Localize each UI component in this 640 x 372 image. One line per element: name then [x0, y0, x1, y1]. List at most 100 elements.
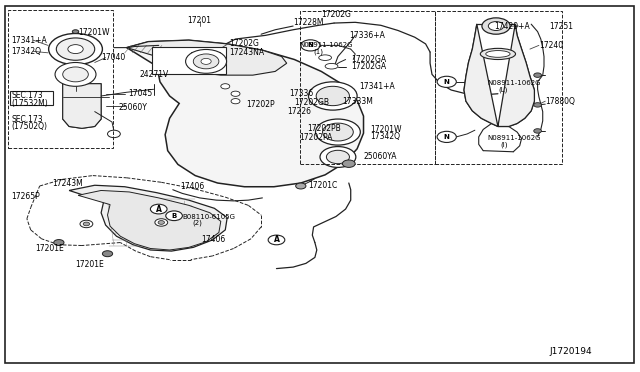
Text: 17336+A: 17336+A: [349, 31, 385, 40]
Text: 17202GA: 17202GA: [351, 55, 386, 64]
Circle shape: [54, 240, 64, 246]
Circle shape: [316, 86, 349, 106]
Circle shape: [158, 221, 164, 224]
Text: J1720194: J1720194: [549, 347, 592, 356]
Circle shape: [155, 219, 168, 226]
Text: 17201C: 17201C: [308, 181, 338, 190]
Text: (I): (I): [500, 142, 508, 148]
Text: B08110-6105G: B08110-6105G: [182, 214, 236, 219]
Circle shape: [150, 204, 167, 214]
Text: (2): (2): [192, 220, 202, 227]
Circle shape: [326, 150, 349, 164]
Circle shape: [186, 49, 227, 73]
Text: 17429+A: 17429+A: [494, 22, 530, 31]
Circle shape: [488, 22, 504, 31]
Bar: [300, 11, 435, 164]
Text: 17265P: 17265P: [12, 192, 40, 201]
Text: 17342Q: 17342Q: [12, 47, 42, 56]
Circle shape: [296, 183, 306, 189]
Circle shape: [437, 76, 456, 87]
Text: A: A: [156, 205, 162, 214]
Circle shape: [72, 30, 79, 33]
Text: 17243M: 17243M: [52, 179, 83, 187]
Circle shape: [323, 123, 353, 141]
Circle shape: [534, 73, 541, 77]
Text: 17202PA: 17202PA: [300, 133, 333, 142]
Text: 25060YA: 25060YA: [364, 152, 397, 161]
Polygon shape: [78, 190, 221, 250]
Text: N: N: [444, 79, 450, 85]
Circle shape: [342, 160, 355, 167]
Circle shape: [56, 38, 95, 60]
Ellipse shape: [325, 64, 338, 69]
Circle shape: [166, 211, 182, 221]
Circle shape: [301, 40, 320, 51]
Ellipse shape: [486, 51, 510, 57]
Polygon shape: [464, 24, 534, 126]
Circle shape: [268, 235, 285, 245]
Circle shape: [534, 103, 541, 107]
Text: SEC.173: SEC.173: [12, 92, 43, 100]
Circle shape: [482, 18, 510, 34]
Text: (17532M): (17532M): [12, 99, 48, 108]
Text: SEC.173: SEC.173: [12, 115, 43, 124]
Text: 25060Y: 25060Y: [118, 103, 147, 112]
Bar: [152, 46, 226, 74]
Circle shape: [55, 62, 96, 86]
Circle shape: [83, 222, 90, 226]
Ellipse shape: [480, 48, 516, 60]
Text: N08911-1062G: N08911-1062G: [488, 135, 541, 141]
Circle shape: [193, 54, 219, 69]
Text: A: A: [273, 235, 280, 244]
Bar: [10, 91, 53, 105]
Text: 17202G: 17202G: [229, 39, 259, 48]
Text: 17333M: 17333M: [342, 97, 373, 106]
Text: 17201W: 17201W: [78, 28, 109, 37]
Text: 17336: 17336: [289, 89, 314, 98]
Text: 17201E: 17201E: [76, 260, 104, 269]
Text: 17040: 17040: [101, 53, 125, 62]
Text: 17243NA: 17243NA: [229, 48, 264, 57]
Text: 17341+A: 17341+A: [360, 82, 396, 91]
Text: 17202GB: 17202GB: [294, 98, 330, 107]
Text: 17045: 17045: [128, 89, 152, 98]
Text: 17202G: 17202G: [321, 10, 351, 19]
Text: 17228M: 17228M: [293, 18, 324, 27]
Text: 17202PB: 17202PB: [307, 124, 341, 133]
Circle shape: [68, 45, 83, 54]
Text: 17341+A: 17341+A: [12, 36, 47, 45]
Text: 17202P: 17202P: [246, 100, 275, 109]
Text: B: B: [172, 213, 177, 219]
Circle shape: [320, 147, 356, 167]
Text: 17201: 17201: [188, 16, 212, 25]
Text: N: N: [444, 134, 450, 140]
Polygon shape: [63, 84, 101, 128]
Text: 17240: 17240: [539, 41, 563, 50]
Circle shape: [308, 82, 357, 110]
Circle shape: [63, 67, 88, 82]
Bar: [191, 52, 220, 67]
Text: 17251: 17251: [549, 22, 573, 31]
Circle shape: [231, 91, 240, 96]
Circle shape: [108, 130, 120, 138]
Text: 24271V: 24271V: [140, 70, 169, 79]
Circle shape: [231, 99, 240, 104]
Circle shape: [316, 119, 360, 145]
Text: N: N: [307, 42, 314, 48]
Text: 17201W: 17201W: [370, 125, 401, 134]
Text: N08911-1062G: N08911-1062G: [488, 80, 541, 86]
Text: (L): (L): [498, 86, 508, 93]
Text: 17406: 17406: [202, 235, 226, 244]
Polygon shape: [127, 40, 364, 187]
Text: (1): (1): [314, 49, 324, 55]
Text: 17880Q: 17880Q: [545, 97, 575, 106]
Text: N08911-1062G: N08911-1062G: [300, 42, 353, 48]
Bar: [8, 10, 113, 148]
Ellipse shape: [319, 55, 332, 61]
Text: 17226: 17226: [287, 107, 311, 116]
Polygon shape: [69, 185, 227, 251]
Circle shape: [534, 129, 541, 133]
Text: 17406: 17406: [180, 182, 205, 190]
Circle shape: [437, 131, 456, 142]
Circle shape: [102, 251, 113, 257]
